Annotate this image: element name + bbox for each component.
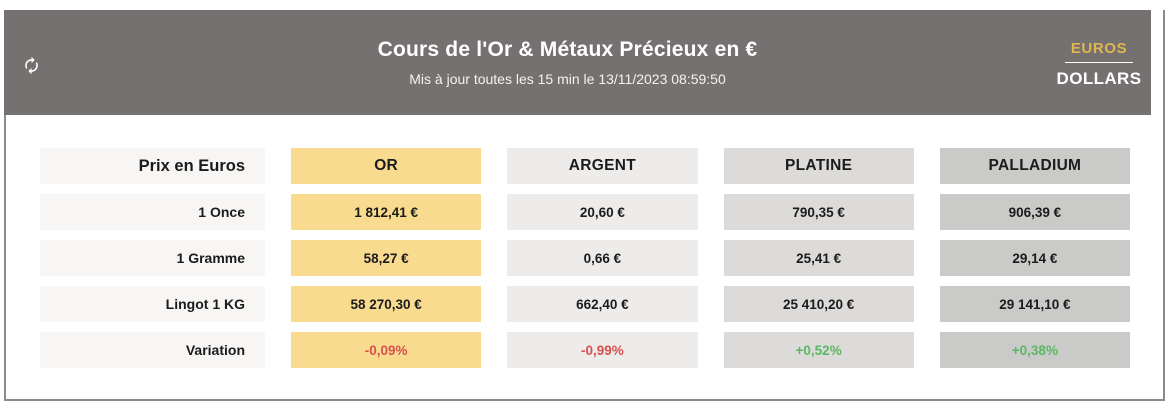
refresh-button[interactable] <box>20 54 42 76</box>
row-label-once: 1 Once <box>40 194 265 230</box>
price-platine-gramme: 25,41 € <box>723 240 914 276</box>
column-header-argent: ARGENT <box>507 148 698 184</box>
price-palladium-lingot: 29 141,10 € <box>939 286 1130 322</box>
page-title: Cours de l'Or & Métaux Précieux en € <box>377 38 758 61</box>
column-header-palladium: PALLADIUM <box>939 148 1130 184</box>
price-argent-gramme: 0,66 € <box>507 240 698 276</box>
prices-table: Prix en Euros OR ARGENT PLATINE PALLADIU… <box>40 148 1130 368</box>
currency-option-dollars[interactable]: DOLLARS <box>1056 69 1142 88</box>
row-label-variation: Variation <box>40 332 265 368</box>
variation-palladium: +0,38% <box>939 332 1130 368</box>
currency-toggle-divider <box>1065 62 1133 63</box>
price-argent-lingot: 662,40 € <box>507 286 698 322</box>
variation-argent: -0,99% <box>507 332 698 368</box>
header-band: Cours de l'Or & Métaux Précieux en € Mis… <box>4 10 1151 115</box>
price-argent-once: 20,60 € <box>507 194 698 230</box>
price-or-once: 1 812,41 € <box>291 194 482 230</box>
price-palladium-once: 906,39 € <box>939 194 1130 230</box>
header-titles: Cours de l'Or & Métaux Précieux en € Mis… <box>124 10 1011 115</box>
refresh-icon <box>22 56 41 75</box>
row-label-gramme: 1 Gramme <box>40 240 265 276</box>
update-status: Mis à jour toutes les 15 min le 13/11/20… <box>409 71 726 87</box>
widget-frame: Cours de l'Or & Métaux Précieux en € Mis… <box>4 10 1165 401</box>
currency-toggle: EUROS DOLLARS <box>1056 40 1142 89</box>
currency-option-euros[interactable]: EUROS <box>1070 40 1128 57</box>
variation-platine: +0,52% <box>723 332 914 368</box>
price-palladium-gramme: 29,14 € <box>939 240 1130 276</box>
price-platine-once: 790,35 € <box>723 194 914 230</box>
row-label-lingot: Lingot 1 KG <box>40 286 265 322</box>
price-or-gramme: 58,27 € <box>291 240 482 276</box>
price-or-lingot: 58 270,30 € <box>291 286 482 322</box>
column-header-or: OR <box>291 148 482 184</box>
table-corner-header: Prix en Euros <box>40 148 265 184</box>
variation-or: -0,09% <box>291 332 482 368</box>
column-header-platine: PLATINE <box>723 148 914 184</box>
price-platine-lingot: 25 410,20 € <box>723 286 914 322</box>
